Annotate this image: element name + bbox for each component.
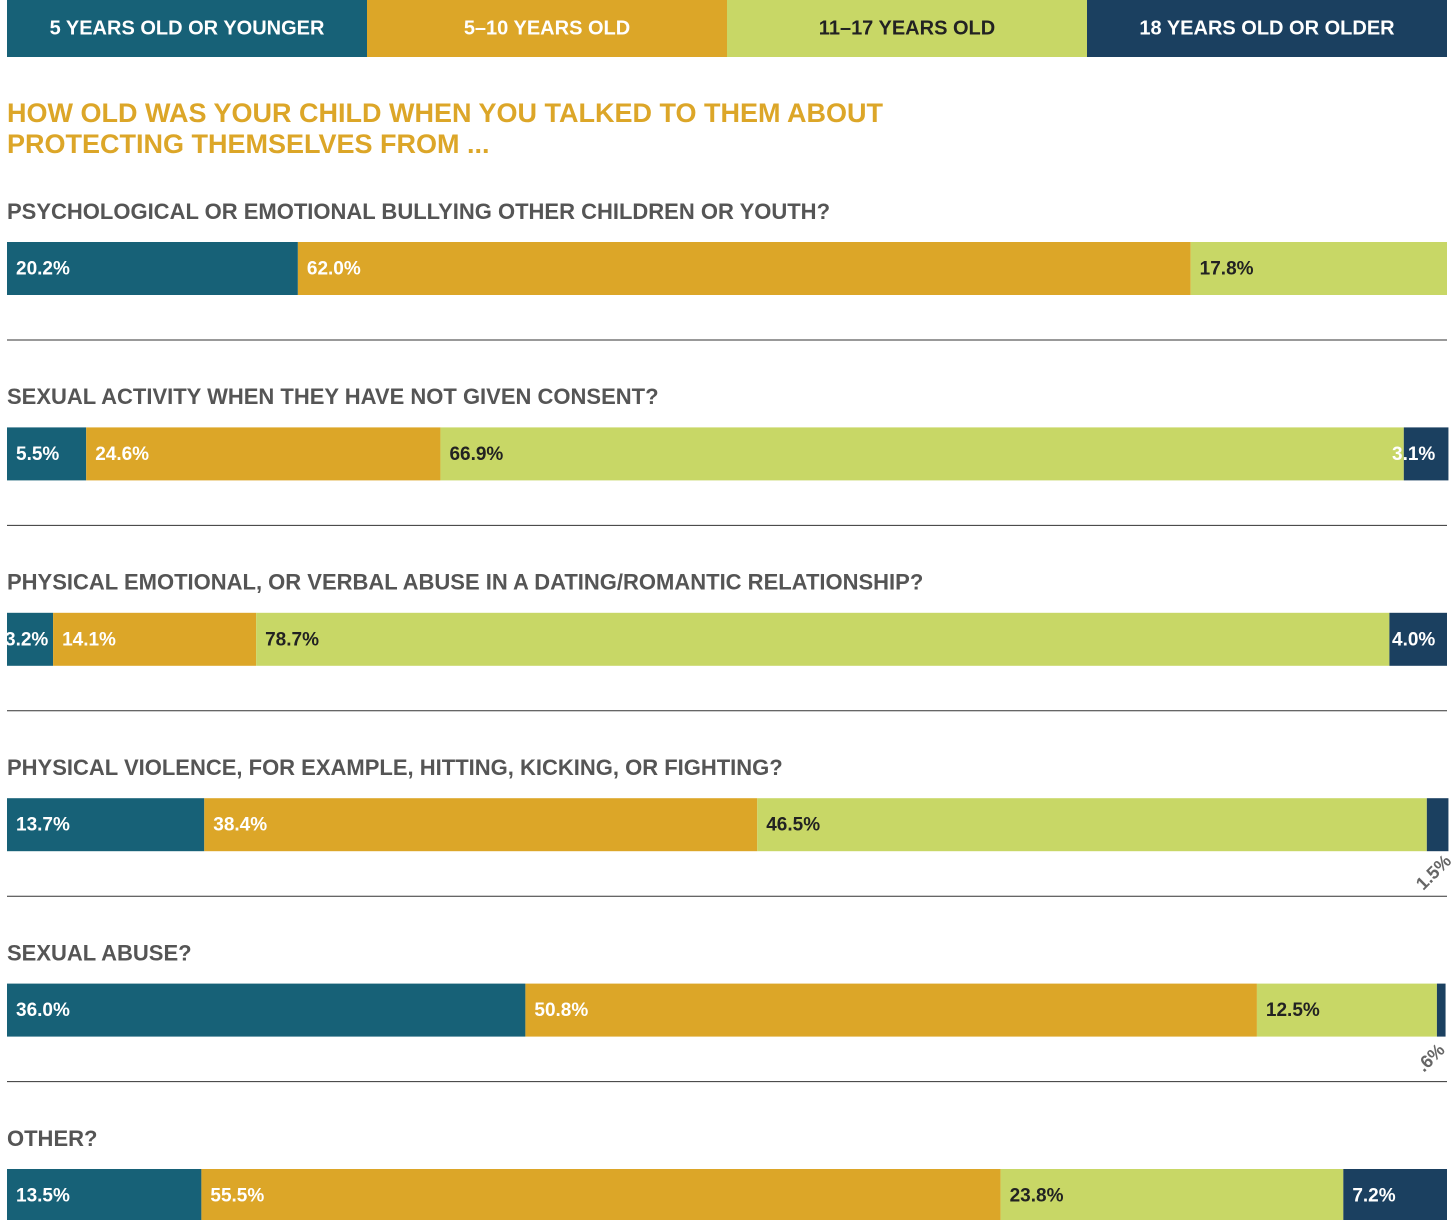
value-label: 3.2%	[5, 629, 48, 650]
value-label: 17.8%	[1200, 259, 1254, 280]
question-label: PHYSICAL EMOTIONAL, OR VERBAL ABUSE IN A…	[7, 570, 923, 595]
bar-segment	[201, 1169, 1001, 1220]
bar-segment	[204, 798, 758, 852]
legend-swatch	[727, 0, 1087, 57]
bar-segment	[440, 427, 1404, 481]
value-label: 66.9%	[449, 444, 503, 465]
value-label: 4.0%	[1392, 629, 1435, 650]
legend-swatch	[367, 0, 727, 57]
chart-title: PROTECTING THEMSELVES FROM ...	[7, 129, 490, 159]
legend-swatch	[1087, 0, 1447, 57]
bar-segment	[757, 798, 1427, 852]
bar-segment	[1389, 612, 1447, 666]
bar-segment	[7, 612, 54, 666]
bar-segment	[7, 798, 205, 852]
bar-segment	[1426, 798, 1449, 852]
value-label: 23.8%	[1010, 1186, 1064, 1207]
bar-segment	[297, 242, 1191, 295]
legend-label: 11–17 YEARS OLD	[819, 17, 995, 39]
bar-segment	[1343, 1169, 1447, 1220]
question-label: SEXUAL ABUSE?	[7, 940, 192, 965]
chart-title: HOW OLD WAS YOUR CHILD WHEN YOU TALKED T…	[7, 98, 883, 128]
value-label: 12.5%	[1266, 1000, 1320, 1021]
bar-segment	[1000, 1169, 1344, 1220]
value-label: 46.5%	[766, 815, 820, 836]
bar-segment	[7, 427, 87, 481]
question-label: PHYSICAL VIOLENCE, FOR EXAMPLE, HITTING,…	[7, 755, 783, 780]
bar-segment	[7, 242, 298, 295]
bar-segment	[1403, 427, 1449, 481]
bar-segment	[256, 612, 1390, 666]
value-label: 3.1%	[1392, 444, 1435, 465]
value-label: 55.5%	[210, 1186, 264, 1207]
value-label: 62.0%	[307, 259, 361, 280]
legend-label: 5 YEARS OLD OR YOUNGER	[50, 17, 325, 39]
legend-label: 18 YEARS OLD OR OLDER	[1139, 17, 1395, 39]
value-label: 78.7%	[265, 629, 319, 650]
value-label: 14.1%	[62, 629, 116, 650]
value-label: 36.0%	[16, 1000, 70, 1021]
bar-segment	[53, 612, 257, 666]
legend-label: 5–10 YEARS OLD	[464, 17, 630, 39]
question-label: OTHER?	[7, 1126, 97, 1151]
legend-swatch	[7, 0, 367, 57]
bar-segment	[1256, 983, 1437, 1037]
value-label: 24.6%	[95, 444, 149, 465]
bar-segment	[7, 983, 526, 1037]
bar-segment	[86, 427, 441, 481]
question-label: PSYCHOLOGICAL OR EMOTIONAL BULLYING OTHE…	[7, 199, 830, 224]
bar-segment	[1190, 242, 1447, 295]
value-label: 1.5%	[1412, 851, 1455, 894]
value-label: 5.5%	[16, 444, 59, 465]
question-label: SEXUAL ACTIVITY WHEN THEY HAVE NOT GIVEN…	[7, 384, 659, 409]
bar-segment	[1436, 983, 1446, 1037]
value-label: 20.2%	[16, 259, 70, 280]
value-label: 38.4%	[213, 815, 267, 836]
value-label: 13.5%	[16, 1186, 70, 1207]
value-label: 7.2%	[1352, 1186, 1395, 1207]
bar-segment	[525, 983, 1257, 1037]
value-label: .6%	[1413, 1040, 1449, 1076]
value-label: 13.7%	[16, 815, 70, 836]
bar-segment	[7, 1169, 202, 1220]
value-label: 50.8%	[534, 1000, 588, 1021]
